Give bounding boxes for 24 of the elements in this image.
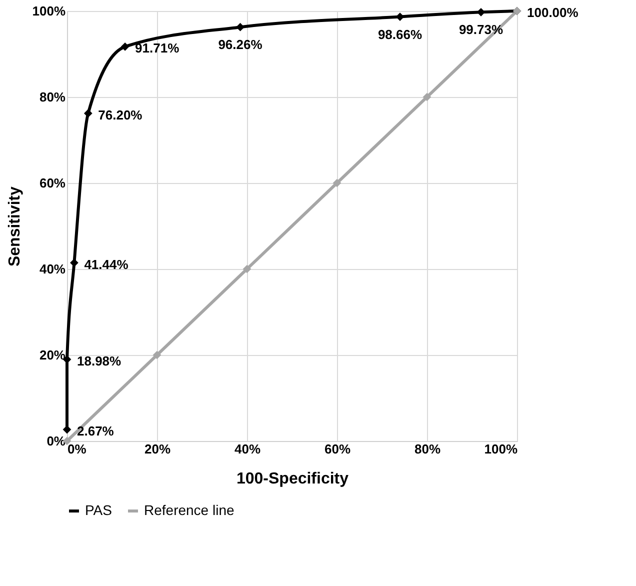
y-tick-label: 40% xyxy=(39,262,66,276)
data-label: 98.66% xyxy=(378,26,422,42)
data-label: 76.20% xyxy=(98,107,143,122)
data-label: 91.71% xyxy=(135,40,180,56)
y-axis-title: Sensitivity xyxy=(6,186,24,267)
y-tick-label: 20% xyxy=(39,348,66,362)
y-tick-label: 80% xyxy=(39,90,66,104)
legend-label: Reference line xyxy=(144,502,234,518)
data-label: 100.00% xyxy=(527,5,579,20)
x-tick-label: 20% xyxy=(144,442,171,456)
data-label: 99.73% xyxy=(458,22,504,38)
x-tick-label: 60% xyxy=(324,442,351,456)
x-tick-label: 0% xyxy=(68,442,87,456)
y-tick-label: 100% xyxy=(32,4,66,18)
x-tick-label: 80% xyxy=(414,442,441,456)
data-label: 18.98% xyxy=(77,353,122,368)
x-tick-label: 100% xyxy=(484,442,518,456)
data-label: 96.26% xyxy=(218,37,263,52)
data-label: 41.44% xyxy=(84,256,129,272)
x-tick-label: 40% xyxy=(234,442,261,456)
data-label: 2.67% xyxy=(77,424,114,439)
legend-label: PAS xyxy=(85,502,112,518)
y-tick-label: 60% xyxy=(39,176,66,190)
x-axis-title: 100-Specificity xyxy=(236,470,349,488)
